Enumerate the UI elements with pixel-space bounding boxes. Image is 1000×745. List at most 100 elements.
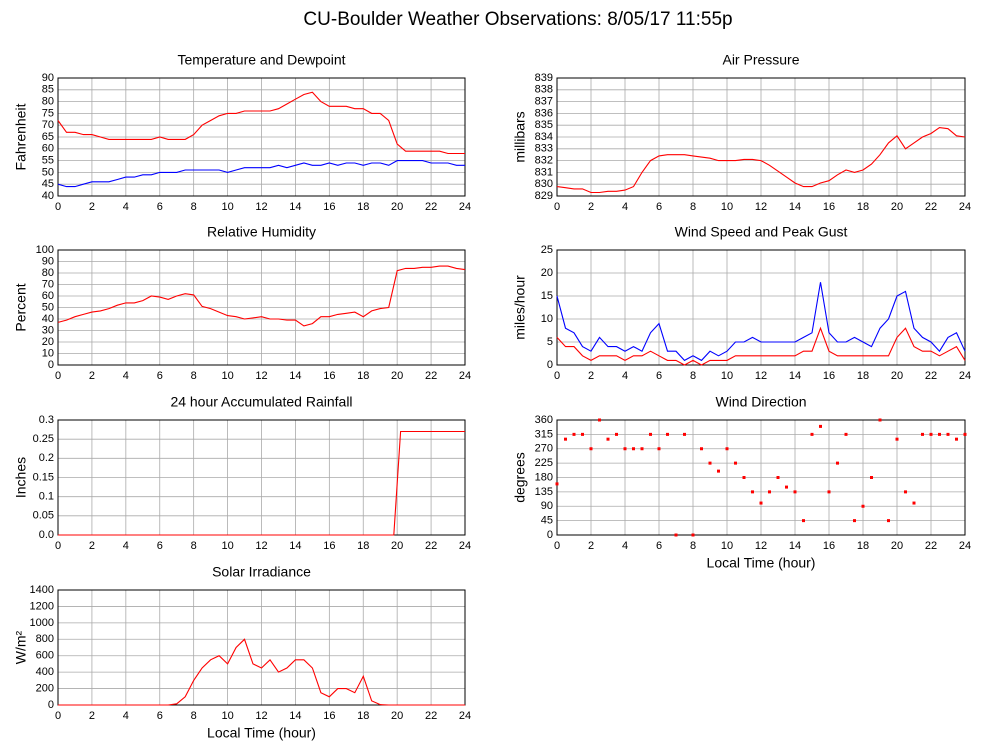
x-tick-label: 10	[221, 710, 233, 722]
y-tick-label: 600	[36, 650, 54, 662]
y-tick-label: 225	[535, 457, 553, 469]
x-tick-label: 4	[123, 201, 129, 213]
x-tick-label: 16	[823, 540, 835, 552]
data-point	[870, 476, 873, 479]
data-line	[58, 430, 465, 536]
x-tick-label: 16	[323, 201, 335, 213]
chart-title: 24 hour Accumulated Rainfall	[170, 394, 352, 410]
x-tick-label: 14	[289, 370, 301, 382]
x-tick-label: 8	[690, 540, 696, 552]
y-tick-label: 90	[42, 255, 54, 267]
y-axis-label: miles/hour	[512, 275, 528, 340]
y-tick-label: 70	[42, 278, 54, 290]
y-tick-label: 832	[535, 155, 553, 167]
y-tick-label: 1200	[30, 600, 54, 612]
y-tick-label: 360	[535, 414, 553, 426]
data-point	[938, 432, 941, 436]
chart-title: Air Pressure	[722, 52, 799, 68]
data-point	[623, 447, 627, 451]
y-tick-label: 0	[547, 529, 553, 541]
data-line	[556, 282, 966, 362]
y-tick-label: 838	[535, 84, 553, 96]
y-tick-label: 80	[42, 96, 54, 108]
x-tick-label: 18	[357, 710, 369, 722]
plot-frame	[57, 249, 466, 366]
data-point	[810, 432, 814, 436]
x-tick-label: 12	[755, 540, 767, 552]
data-point	[598, 418, 601, 422]
y-tick-label: 836	[535, 107, 553, 119]
chart-title: Solar Irradiance	[212, 564, 311, 580]
x-tick-label: 18	[357, 540, 369, 552]
y-tick-label: 0	[547, 359, 553, 371]
x-tick-label: 22	[425, 540, 437, 552]
y-tick-label: 0	[48, 359, 54, 371]
x-tick-label: 2	[89, 370, 95, 382]
x-tick-label: 0	[55, 370, 61, 382]
x-tick-label: 14	[289, 201, 301, 213]
y-tick-label: 0.05	[33, 510, 54, 522]
plot-frame	[556, 419, 966, 536]
y-tick-label: 80	[42, 267, 54, 279]
data-point	[929, 432, 933, 436]
y-tick-label: 100	[36, 244, 54, 256]
x-tick-label: 20	[891, 370, 903, 382]
x-tick-label: 14	[789, 370, 801, 382]
chart-title: Relative Humidity	[207, 224, 316, 240]
data-point	[887, 519, 890, 523]
y-tick-label: 90	[42, 72, 54, 84]
x-tick-label: 8	[191, 710, 197, 722]
y-tick-label: 10	[42, 347, 54, 359]
data-line	[58, 638, 465, 706]
x-tick-label: 0	[55, 710, 61, 722]
y-tick-label: 837	[535, 96, 553, 108]
x-tick-label: 6	[656, 201, 662, 213]
data-point	[734, 461, 737, 465]
y-tick-label: 829	[535, 190, 553, 202]
data-point	[955, 437, 958, 441]
x-tick-label: 16	[323, 540, 335, 552]
y-tick-label: 835	[535, 119, 553, 131]
x-tick-label: 22	[925, 370, 937, 382]
data-point	[785, 485, 788, 489]
y-tick-label: 50	[42, 301, 54, 313]
x-tick-label: 20	[391, 370, 403, 382]
data-point	[615, 432, 618, 436]
data-point	[555, 482, 559, 486]
y-tick-label: 0.15	[33, 471, 54, 483]
x-tick-label: 24	[959, 201, 971, 213]
data-point	[742, 476, 746, 479]
x-tick-label: 0	[554, 540, 560, 552]
x-tick-label: 24	[959, 370, 971, 382]
y-tick-label: 40	[42, 190, 54, 202]
y-tick-label: 400	[36, 666, 54, 678]
x-tick-label: 20	[391, 201, 403, 213]
x-axis-label: Local Time (hour)	[707, 555, 816, 571]
y-tick-label: 0.2	[39, 452, 54, 464]
x-tick-label: 10	[221, 201, 233, 213]
y-tick-label: 60	[42, 290, 54, 302]
x-tick-label: 2	[588, 201, 594, 213]
figure-title: CU-Boulder Weather Observations: 8/05/17…	[303, 9, 732, 30]
x-tick-label: 16	[823, 201, 835, 213]
data-point	[904, 490, 907, 494]
data-point	[946, 432, 950, 436]
x-tick-label: 10	[721, 540, 733, 552]
y-tick-label: 135	[535, 486, 553, 498]
y-tick-label: 20	[541, 267, 553, 279]
x-tick-label: 4	[622, 540, 628, 552]
panel: 0.00.050.10.150.20.250.30 2 4 6 8 10 12 14 16 18 2…	[13, 394, 471, 552]
x-tick-label: 10	[221, 370, 233, 382]
x-tick-label: 20	[891, 201, 903, 213]
x-tick-label: 4	[123, 540, 129, 552]
x-tick-label: 0	[55, 540, 61, 552]
y-tick-label: 270	[535, 443, 553, 455]
data-point	[776, 476, 780, 479]
y-tick-label: 15	[541, 290, 553, 302]
y-tick-label: 10	[541, 313, 553, 325]
